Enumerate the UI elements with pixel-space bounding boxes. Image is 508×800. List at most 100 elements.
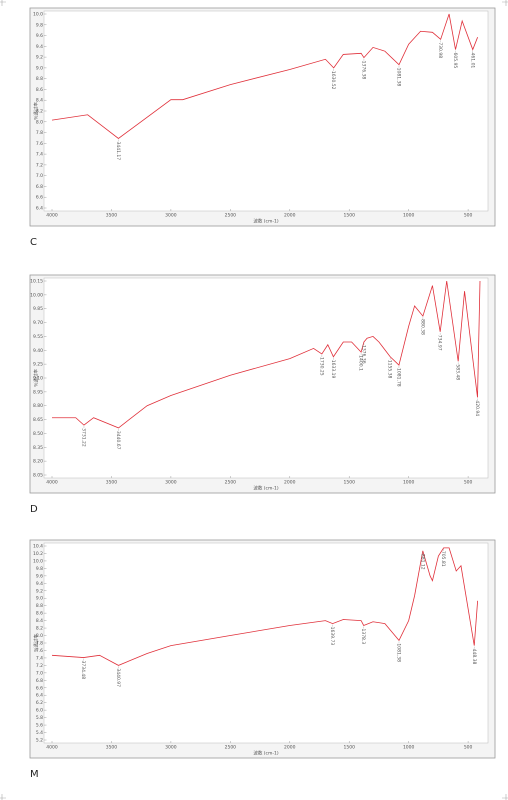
y-tick-label: 9.6: [36, 33, 43, 39]
y-tick-label: 6.6: [36, 195, 43, 201]
y-tick-label: 8.05: [33, 473, 43, 479]
peak-label: 461.01: [469, 53, 475, 69]
y-tick-label: 8.6: [36, 87, 43, 93]
x-tick-label: 3500: [106, 480, 118, 486]
y-tick-label: 6.2: [36, 700, 43, 706]
y-tick-label: 7.4: [36, 655, 43, 661]
x-tick-label: 500: [464, 213, 473, 219]
x-tick-label: 500: [464, 745, 473, 751]
y-tick-label: 6.0: [36, 708, 43, 714]
peak-label: 881.12: [419, 554, 425, 570]
x-tick-label: 3000: [165, 213, 177, 219]
peak-label: 1081.78: [395, 368, 401, 387]
y-tick-label: 8.2: [36, 109, 43, 115]
x-tick-label: 2000: [284, 213, 296, 219]
y-tick-label: 9.70: [33, 320, 43, 326]
x-tick-label: 2000: [284, 745, 296, 751]
y-tick-label: 7.0: [36, 670, 43, 676]
y-tick-label: 7.8: [36, 641, 43, 647]
peak-label: 1639.73: [329, 627, 335, 646]
plot-area: [43, 10, 489, 212]
panel-caption: C: [30, 237, 37, 248]
y-tick-label: 10.0: [33, 558, 43, 564]
y-tick-label: 10.4: [33, 544, 43, 550]
peak-label: 3440.97: [115, 668, 121, 687]
peak-label: 730.98: [437, 42, 443, 58]
y-tick-label: 7.6: [36, 141, 43, 147]
panel-caption: M: [30, 769, 39, 780]
y-tick-label: 8.4: [36, 98, 43, 104]
peak-label: 3441.17: [115, 141, 121, 160]
y-tick-label: 9.8: [36, 22, 43, 28]
y-tick-label: 8.65: [33, 417, 43, 423]
x-tick-label: 4000: [46, 745, 58, 751]
peak-label: 1155.38: [387, 360, 393, 379]
y-tick-label: 7.6: [36, 648, 43, 654]
y-tick-label: 10.00: [30, 292, 43, 298]
y-tick-label: 7.0: [36, 173, 43, 179]
x-axis-label: 波数 (cm-1): [253, 750, 279, 757]
peak-label: 448.38: [471, 649, 477, 665]
y-tick-label: 8.80: [33, 403, 43, 409]
x-tick-label: 3000: [165, 745, 177, 751]
x-tick-label: 2500: [225, 213, 237, 219]
x-tick-label: 3000: [165, 480, 177, 486]
panel-caption: D: [30, 504, 38, 515]
peak-label: 1376.36: [360, 345, 366, 364]
y-tick-label: 8.2: [36, 626, 43, 632]
x-axis-label: 波数 (cm-1): [253, 485, 279, 492]
y-tick-label: 8.0: [36, 633, 43, 639]
x-tick-label: 1500: [343, 745, 355, 751]
y-tick-label: 5.6: [36, 723, 43, 729]
y-tick-label: 6.8: [36, 184, 43, 190]
y-tick-label: 8.6: [36, 611, 43, 617]
spectrum-line: [52, 280, 481, 429]
y-tick-label: 7.8: [36, 130, 43, 136]
spectrum-line: [51, 547, 479, 666]
peak-label: 605.95: [452, 53, 458, 69]
y-tick-label: 7.2: [36, 663, 43, 669]
y-tick-label: 9.85: [33, 306, 43, 312]
peak-label: 3734.48: [80, 661, 86, 680]
peak-label: 734.97: [437, 335, 443, 351]
y-tick-label: 6.6: [36, 685, 43, 691]
peak-label: 880.38: [419, 319, 425, 335]
y-tick-label: 6.8: [36, 678, 43, 684]
y-tick-label: 5.4: [36, 730, 43, 736]
y-tick-label: 9.4: [36, 44, 43, 50]
x-axis-label: 波数 (cm-1): [253, 218, 279, 225]
x-tick-label: 1500: [343, 213, 355, 219]
y-tick-label: 9.2: [36, 55, 43, 61]
peak-label: 1376.38: [360, 61, 366, 80]
x-tick-label: 3500: [106, 213, 118, 219]
y-tick-label: 9.0: [36, 65, 43, 71]
y-tick-label: 6.4: [36, 693, 43, 699]
y-tick-label: 8.0: [36, 119, 43, 125]
peak-label: 1630.52: [330, 71, 336, 90]
y-tick-label: 8.50: [33, 431, 43, 437]
y-tick-label: 9.2: [36, 588, 43, 594]
y-tick-label: 8.8: [36, 76, 43, 82]
y-tick-label: 9.8: [36, 566, 43, 572]
x-tick-label: 1000: [403, 480, 415, 486]
y-tick-label: 5.2: [36, 738, 43, 744]
y-tick-label: 9.6: [36, 573, 43, 579]
x-tick-label: 4000: [46, 213, 58, 219]
y-tick-label: 9.25: [33, 362, 43, 368]
x-tick-label: 1000: [403, 745, 415, 751]
y-tick-label: 8.4: [36, 618, 43, 624]
y-tick-label: 9.10: [33, 376, 43, 382]
peak-label: 1081.38: [395, 68, 401, 87]
y-tick-label: 8.95: [33, 389, 43, 395]
peak-label: 420.94: [474, 400, 480, 416]
y-tick-label: 7.2: [36, 162, 43, 168]
y-tick-label: 8.8: [36, 603, 43, 609]
y-tick-label: 10.2: [33, 551, 43, 557]
y-tick-label: 10.0: [33, 12, 43, 18]
plot-area: [43, 277, 489, 479]
y-tick-label: 7.4: [36, 152, 43, 158]
peak-label: 1633.19: [330, 360, 336, 379]
x-tick-label: 2500: [225, 480, 237, 486]
